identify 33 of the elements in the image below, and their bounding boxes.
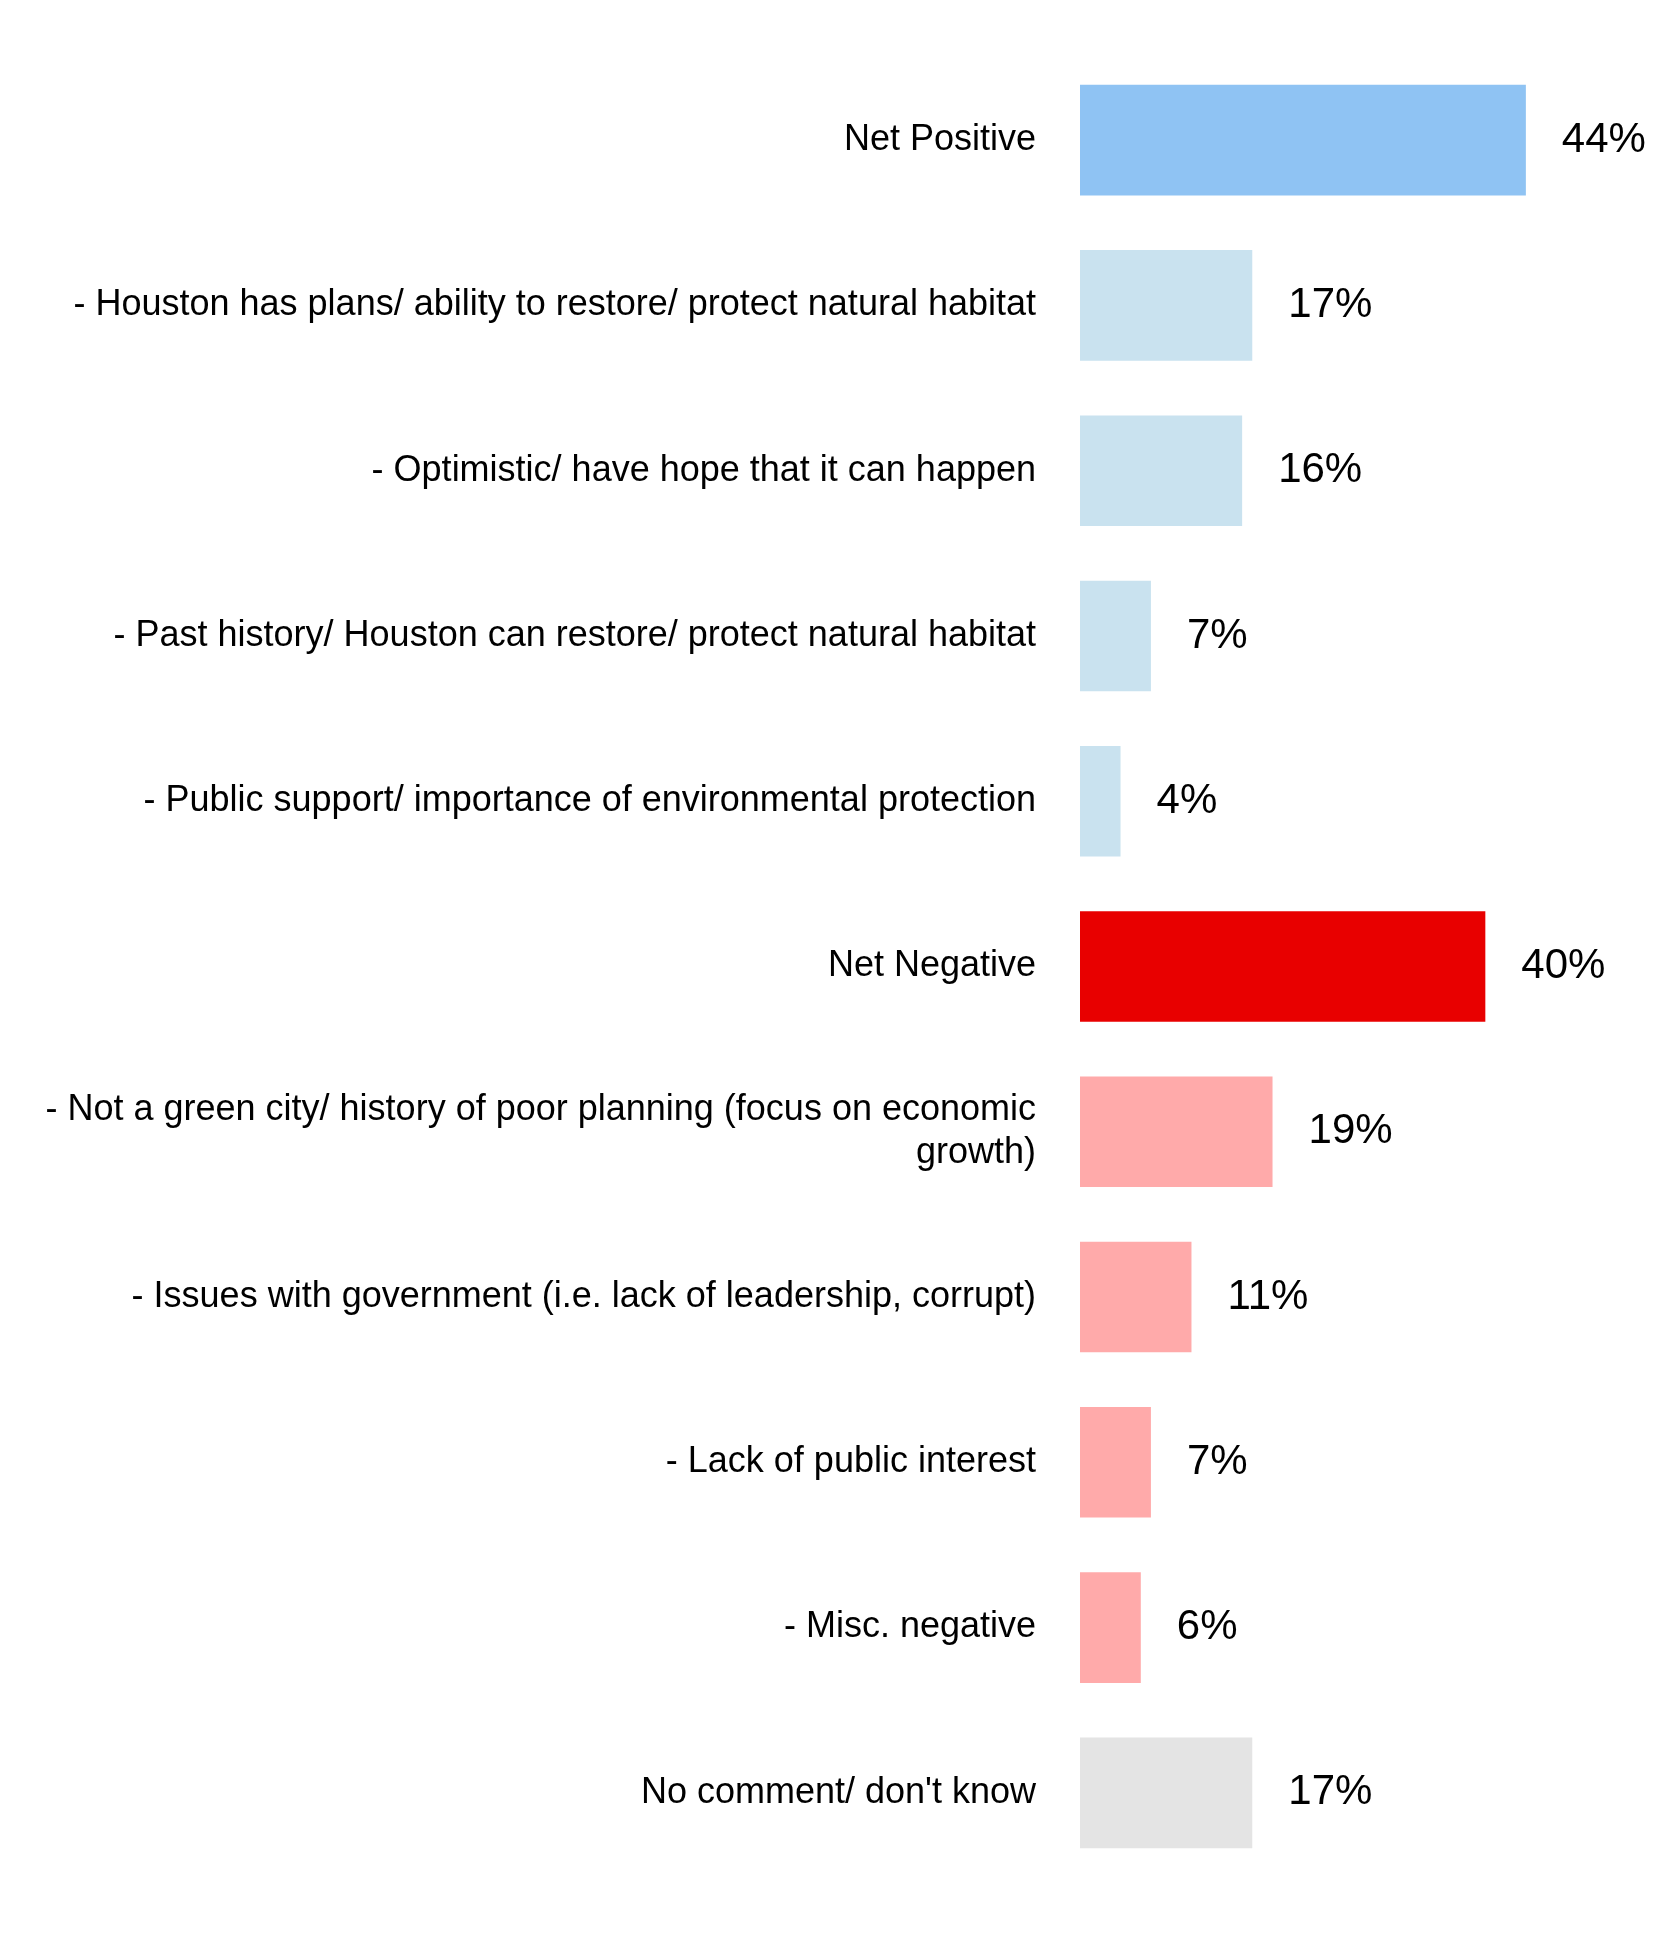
- bar: [1080, 745, 1121, 857]
- y-tick-label: - Optimistic/ have hope that it can happen: [371, 447, 1036, 489]
- data-label: 19%: [1308, 1105, 1393, 1153]
- data-label: 4%: [1156, 774, 1218, 822]
- data-label: 17%: [1288, 1766, 1373, 1814]
- y-tick-label: - Issues with government (i.e. lack of leadership, corrupt): [131, 1273, 1036, 1315]
- data-label: 17%: [1288, 279, 1373, 327]
- bar: [1080, 580, 1151, 692]
- y-tick-label: - Houston has plans/ ability to restore/ protect natural habitat: [73, 282, 1036, 324]
- data-label: 7%: [1186, 609, 1248, 657]
- data-label: 16%: [1278, 444, 1363, 492]
- y-tick-label: - Lack of public interest: [665, 1439, 1036, 1481]
- bar: [1080, 1737, 1253, 1849]
- bar: [1080, 1241, 1192, 1353]
- y-tick-label: - Past history/ Houston can restore/ protect natural habitat: [113, 612, 1036, 654]
- y-tick-label: Net Negative: [827, 943, 1036, 985]
- y-tick-label: Net Positive: [843, 117, 1036, 159]
- bar: [1080, 250, 1253, 361]
- y-tick-label: - Not a green city/ history of poor planning (focus on economic growth): [45, 1087, 1036, 1172]
- bar: [1080, 1076, 1273, 1188]
- data-label: 7%: [1186, 1435, 1248, 1483]
- bar: [1080, 1572, 1141, 1683]
- y-tick-label: - Misc. negative: [783, 1604, 1036, 1646]
- bar: [1080, 911, 1486, 1022]
- data-label: 6%: [1176, 1601, 1238, 1649]
- data-label: 11%: [1227, 1270, 1309, 1318]
- bar: [1080, 1406, 1151, 1518]
- y-tick-label: - Public support/ importance of environmental protection: [143, 778, 1036, 820]
- bar: [1080, 84, 1526, 196]
- data-label: 40%: [1521, 940, 1606, 988]
- y-tick-label: No comment/ don't know: [640, 1769, 1037, 1811]
- data-label: 44%: [1561, 113, 1646, 161]
- bar: [1080, 415, 1243, 527]
